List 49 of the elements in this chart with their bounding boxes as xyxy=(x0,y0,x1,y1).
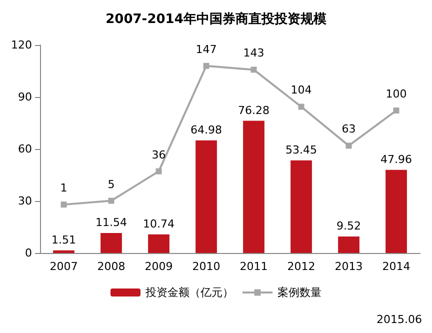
data-label: 11.54 xyxy=(96,216,127,229)
data-label: 64.98 xyxy=(190,123,222,136)
point xyxy=(346,142,352,149)
data-label: 47.96 xyxy=(380,152,412,166)
x-tick-label: 2011 xyxy=(240,260,268,273)
bar xyxy=(196,140,217,253)
bar xyxy=(148,234,170,253)
data-label: 10.74 xyxy=(143,217,174,230)
data-label: 36 xyxy=(152,148,166,162)
bar xyxy=(100,232,122,253)
data-label: 53.45 xyxy=(286,143,317,156)
bar xyxy=(338,236,360,253)
data-label: 100 xyxy=(386,88,407,101)
point xyxy=(156,168,162,174)
bar xyxy=(386,170,407,253)
x-tick-label: 2008 xyxy=(97,260,126,273)
point xyxy=(393,108,400,114)
bar xyxy=(290,160,312,253)
legend-label: 投资金额（亿元） xyxy=(144,286,234,299)
x-tick-label: 2013 xyxy=(334,260,363,273)
data-label: 1.51 xyxy=(52,233,76,246)
data-label: 104 xyxy=(290,84,312,97)
chart-title: 2007-2014年中国券商直投投资规模 xyxy=(106,11,326,27)
data-label: 143 xyxy=(243,46,264,60)
data-label: 63 xyxy=(342,122,356,136)
text: 2015.06 xyxy=(376,313,422,326)
data-label: 1 xyxy=(60,182,68,195)
point xyxy=(60,202,67,208)
y-tick-label: 60 xyxy=(18,142,32,156)
point xyxy=(250,66,257,73)
legend-label: 案例数量 xyxy=(278,286,322,299)
point xyxy=(298,104,304,110)
x-tick-label: 2007 xyxy=(50,260,78,273)
x-tick-label: 2012 xyxy=(287,260,316,273)
point xyxy=(108,198,114,204)
point xyxy=(203,62,210,69)
x-tick-label: 2010 xyxy=(192,260,220,273)
x-tick-label: 2014 xyxy=(382,260,410,273)
data-label: 9.52 xyxy=(336,220,361,232)
y-tick-label: 90 xyxy=(18,90,32,104)
y-tick-label: 0 xyxy=(25,246,32,260)
y-tick-label: 120 xyxy=(11,38,32,52)
data-label: 5 xyxy=(108,178,115,191)
y-tick-label: 30 xyxy=(18,194,32,208)
x-tick-label: 2009 xyxy=(144,260,173,273)
bar xyxy=(53,250,74,253)
bar xyxy=(243,120,264,253)
data-label: 76.28 xyxy=(238,104,270,117)
data-label: 147 xyxy=(196,42,217,56)
